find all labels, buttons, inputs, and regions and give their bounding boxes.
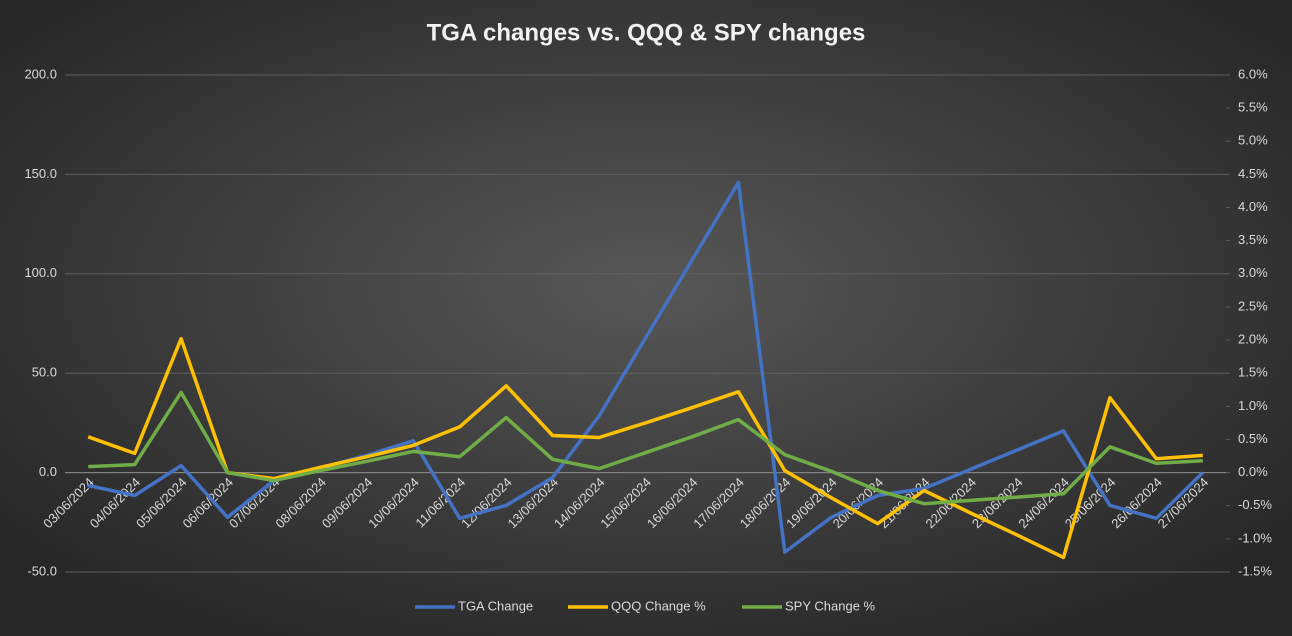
y2-tick-label: 6.0% [1238,66,1268,81]
y2-tick-label: 5.5% [1238,100,1268,115]
y2-tick-label: 3.0% [1238,265,1268,280]
series-line [87,336,1203,560]
series-line [88,390,1203,506]
y-tick-label: 200.0 [24,66,57,81]
legend-label: TGA Change [458,598,533,613]
y2-tick-label: 3.5% [1238,232,1268,247]
y-tick-label: 100.0 [24,265,57,280]
y-tick-label: 150.0 [24,166,57,181]
y-tick-label: 0.0 [39,464,57,479]
y-tick-label: -50.0 [27,563,57,578]
y-tick-label: 50.0 [32,365,57,380]
y2-tick-label: -1.0% [1238,530,1272,545]
y2-tick-label: 0.0% [1238,464,1268,479]
y2-tick-label: 0.5% [1238,431,1268,446]
legend-label: SPY Change % [785,598,876,613]
y2-tick-label: 2.5% [1238,298,1268,313]
y2-tick-label: 5.0% [1238,133,1268,148]
y2-tick-label: 4.0% [1238,199,1268,214]
chart-title: TGA changes vs. QQQ & SPY changes [427,19,866,46]
y2-tick-label: 4.5% [1238,166,1268,181]
y2-tick-label: 1.0% [1238,398,1268,413]
y2-tick-label: 2.0% [1238,332,1268,347]
legend-label: QQQ Change % [611,598,706,613]
y2-tick-label: -0.5% [1238,497,1272,512]
y2-tick-label: 1.5% [1238,365,1268,380]
y2-tick-label: -1.5% [1238,563,1272,578]
